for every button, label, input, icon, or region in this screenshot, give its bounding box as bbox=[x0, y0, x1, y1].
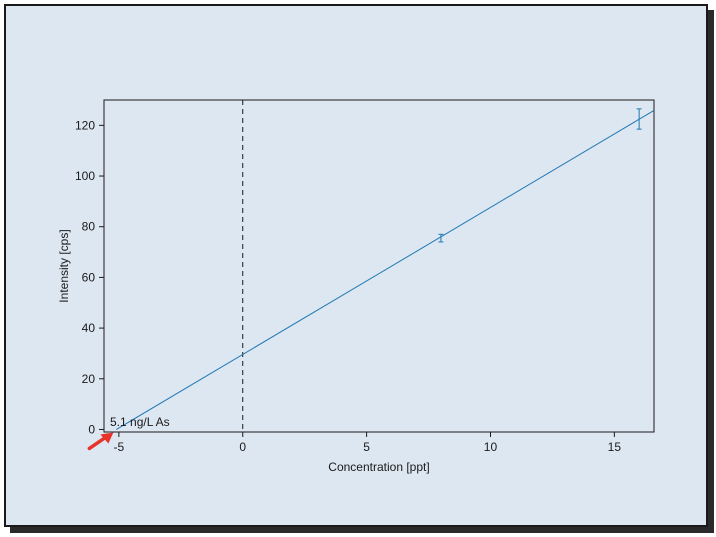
y-tick-label: 100 bbox=[75, 169, 95, 183]
x-tick-label: -5 bbox=[114, 440, 125, 454]
y-tick-label: 20 bbox=[82, 372, 96, 386]
fit-line bbox=[116, 110, 655, 430]
y-tick-label: 0 bbox=[88, 422, 95, 436]
y-axis-label: Intensity [cps] bbox=[57, 229, 71, 302]
figure-frame: -5 0 5 10 15 0 20 40 60 80 100 120 Concentration [p… bbox=[4, 4, 708, 527]
y-tick-label: 120 bbox=[75, 118, 95, 132]
chart-marks: -5 0 5 10 15 0 20 40 60 80 100 120 bbox=[75, 100, 655, 454]
x-tick-label: 5 bbox=[363, 440, 370, 454]
plot-area bbox=[103, 99, 655, 433]
x-tick-label: 15 bbox=[608, 440, 622, 454]
y-tick-label: 60 bbox=[82, 270, 96, 284]
calibration-chart: -5 0 5 10 15 0 20 40 60 80 100 120 Concentration [p… bbox=[57, 99, 655, 474]
annotation-arrow-head bbox=[100, 432, 114, 444]
x-tick-label: 10 bbox=[484, 440, 498, 454]
x-axis-label: Concentration [ppt] bbox=[328, 460, 429, 474]
y-tick-label: 40 bbox=[82, 321, 96, 335]
x-tick-label: 0 bbox=[239, 440, 246, 454]
y-tick-label: 80 bbox=[82, 220, 96, 234]
annotation-label: 5.1 ng/L As bbox=[110, 415, 170, 429]
